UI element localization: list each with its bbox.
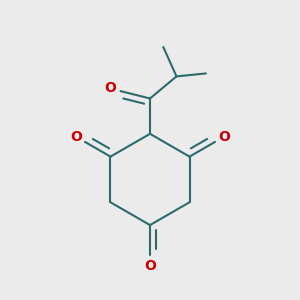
Text: O: O <box>218 130 230 144</box>
Text: O: O <box>70 130 82 144</box>
Text: O: O <box>144 259 156 273</box>
Text: O: O <box>104 81 116 95</box>
